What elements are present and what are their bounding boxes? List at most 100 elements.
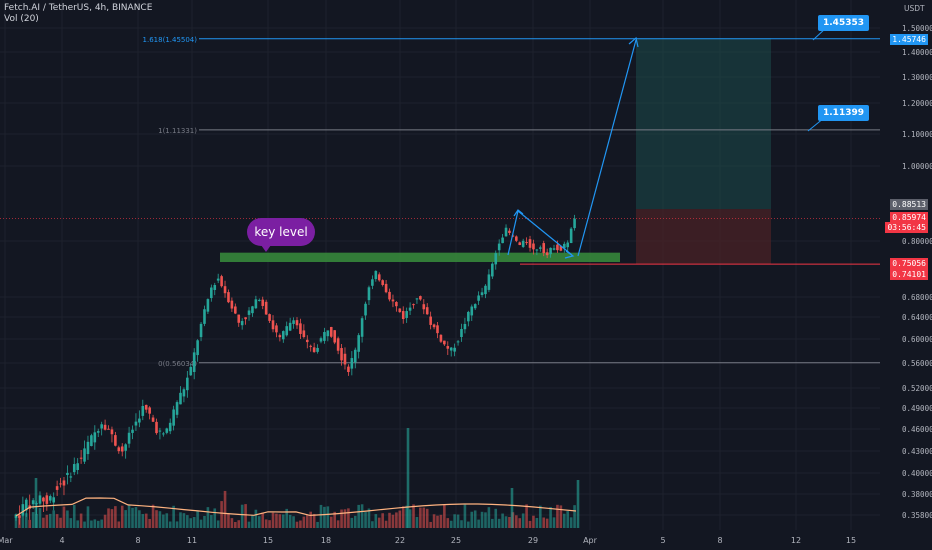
candle-body bbox=[131, 429, 134, 433]
candle-body bbox=[93, 432, 97, 443]
candle-body bbox=[285, 326, 289, 336]
candle-body bbox=[144, 404, 148, 410]
volume-bar bbox=[213, 508, 217, 528]
stop-zone bbox=[636, 209, 771, 265]
volume-bar bbox=[83, 521, 86, 528]
volume-bar bbox=[456, 514, 460, 528]
volume-bar bbox=[384, 520, 388, 528]
volume-bar bbox=[285, 508, 289, 528]
volume-bar bbox=[446, 518, 450, 528]
candle-body bbox=[42, 497, 45, 502]
price-tick: 0.40000 bbox=[902, 469, 932, 478]
candle-body bbox=[422, 304, 426, 310]
volume-bar bbox=[275, 513, 278, 528]
candle-body bbox=[384, 283, 388, 293]
candle-body bbox=[220, 276, 223, 287]
volume-bar bbox=[319, 504, 323, 528]
volume-bar bbox=[100, 519, 103, 528]
volume-bar bbox=[186, 515, 189, 528]
volume-bar bbox=[79, 513, 83, 528]
volume-bar bbox=[508, 516, 511, 528]
candle-body bbox=[429, 316, 432, 325]
arrow-head bbox=[628, 36, 639, 48]
target-callout: 1.45353 bbox=[818, 15, 869, 31]
volume-bar bbox=[144, 513, 148, 528]
candle-body bbox=[86, 441, 90, 455]
candle-body bbox=[405, 311, 408, 318]
candle-body bbox=[127, 432, 131, 444]
volume-bar bbox=[14, 514, 18, 528]
candle-body bbox=[165, 428, 169, 433]
candle-body bbox=[562, 243, 566, 249]
candle-body bbox=[59, 483, 62, 485]
volume-bar bbox=[96, 520, 100, 528]
price-tick: 0.64000 bbox=[902, 313, 932, 322]
candle-body bbox=[556, 244, 559, 251]
symbol-title: Fetch.AI / TetherUS, 4h, BINANCE bbox=[4, 3, 153, 13]
volume-bar bbox=[69, 518, 73, 528]
candle-body bbox=[528, 239, 532, 248]
volume-bar bbox=[477, 519, 480, 528]
volume-bar bbox=[470, 511, 474, 528]
volume-bar bbox=[484, 512, 487, 528]
volume-bar bbox=[525, 504, 528, 528]
candle-body bbox=[408, 307, 412, 311]
candle-body bbox=[155, 421, 158, 434]
candle-body bbox=[247, 310, 251, 315]
candle-body bbox=[319, 338, 323, 342]
candle-body bbox=[371, 279, 374, 286]
volume-bar bbox=[336, 520, 340, 528]
candle-body bbox=[415, 298, 419, 300]
volume-bar bbox=[244, 504, 247, 528]
target-zone bbox=[636, 38, 771, 210]
price-tick: 0.52000 bbox=[902, 384, 932, 393]
volume-bar bbox=[535, 517, 539, 528]
candle-body bbox=[340, 348, 343, 361]
volume-bar bbox=[34, 478, 38, 528]
key-level-zone bbox=[220, 252, 620, 262]
volume-bar bbox=[227, 513, 230, 528]
candle-body bbox=[234, 306, 237, 314]
volume-bar bbox=[21, 513, 25, 528]
volume-bar bbox=[408, 509, 412, 528]
volume-bar bbox=[443, 504, 446, 528]
candle-body bbox=[240, 321, 244, 326]
candle-body bbox=[542, 243, 546, 254]
time-tick: 8 bbox=[717, 536, 722, 545]
volume-bar bbox=[288, 514, 292, 528]
volume-bar bbox=[343, 509, 347, 528]
volume-bar bbox=[405, 505, 408, 528]
candle-body bbox=[216, 278, 220, 281]
time-tick: 5 bbox=[660, 536, 665, 545]
volume-bar bbox=[545, 518, 549, 528]
candle-body bbox=[350, 358, 354, 369]
time-tick: 11 bbox=[187, 536, 197, 545]
price-tick: 1.10000 bbox=[902, 130, 932, 139]
volume-bar bbox=[182, 513, 186, 528]
candle-body bbox=[281, 331, 285, 340]
time-tick: 22 bbox=[395, 536, 405, 545]
price-label-high: 0.88513 bbox=[890, 199, 928, 210]
candle-body bbox=[66, 472, 69, 475]
arrow-head bbox=[513, 209, 524, 217]
volume-bar bbox=[347, 508, 350, 528]
candle-body bbox=[473, 304, 477, 309]
volume-bar bbox=[309, 511, 313, 528]
candle-body bbox=[90, 435, 93, 447]
candle-body bbox=[45, 495, 49, 504]
price-tick: 1.40000 bbox=[902, 48, 932, 57]
volume-bar bbox=[258, 516, 261, 528]
volume-bar bbox=[55, 514, 59, 528]
candle-body bbox=[388, 291, 391, 300]
time-tick: Mar bbox=[0, 536, 13, 545]
candle-body bbox=[491, 263, 494, 277]
volume-bar bbox=[364, 511, 367, 528]
key-level-bubble: key level bbox=[247, 218, 315, 252]
candle-body bbox=[309, 345, 313, 347]
volume-bar bbox=[295, 521, 299, 528]
candle-body bbox=[432, 324, 436, 328]
volume-bar bbox=[138, 510, 141, 528]
volume-bar bbox=[559, 505, 563, 528]
volume-bar bbox=[168, 521, 172, 528]
